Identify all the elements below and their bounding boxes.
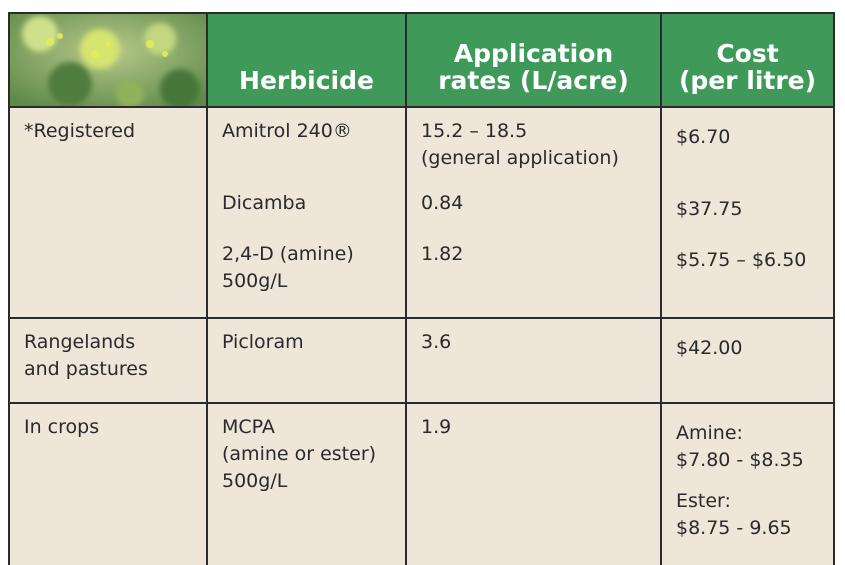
table-body: *Registered Amitrol 240® 15.2 – 18.5(gener…: [10, 108, 833, 565]
text-line: Ester:: [676, 488, 823, 515]
text-line: Application: [454, 40, 613, 67]
text-line: rates (L/acre): [438, 67, 629, 94]
text-line: (amine or ester): [222, 441, 395, 468]
text-line: $7.80 - $8.35: [676, 447, 823, 474]
cost-block: Ester:$8.75 - 9.65: [676, 488, 823, 542]
text-line: Picloram: [222, 329, 395, 356]
plant-photo: [10, 14, 206, 106]
cost-block: Amine:$7.80 - $8.35: [676, 420, 823, 474]
text-line: $37.75: [676, 196, 823, 223]
rate-cell: 1.82: [405, 231, 660, 317]
herbicide-cell: 2,4-D (amine)500g/L: [206, 231, 405, 317]
text-line: *Registered: [24, 118, 196, 145]
herbicide-cell: Dicamba: [206, 180, 405, 231]
text-line: 500g/L: [222, 468, 395, 495]
text-line: Amitrol 240®: [222, 118, 395, 145]
text-line: (general application): [421, 145, 650, 172]
cost-block: $37.75: [676, 196, 823, 223]
table-row: *Registered Amitrol 240® 15.2 – 18.5(gener…: [10, 108, 833, 319]
rate-cell: 15.2 – 18.5(general application): [405, 108, 660, 180]
cost-block: $6.70: [676, 124, 823, 151]
table-row: In crops MCPA(amine or ester)500g/L 1.9 Ami…: [10, 404, 833, 565]
text-line: $5.75 – $6.50: [676, 247, 823, 274]
text-line: Amine:: [676, 420, 823, 447]
rate-cell: 1.9: [405, 404, 660, 565]
cost-block: $5.75 – $6.50: [676, 247, 823, 274]
text-line: Herbicide: [239, 67, 374, 94]
text-line: 15.2 – 18.5: [421, 118, 650, 145]
text-line: 3.6: [421, 329, 650, 356]
cost-cell: Amine:$7.80 - $8.35 Ester:$8.75 - 9.65: [660, 404, 833, 565]
text-line: 500g/L: [222, 268, 395, 295]
header-cell: Cost(per litre): [660, 14, 833, 106]
category-cell: *Registered: [10, 108, 206, 317]
herbicide-cell: MCPA(amine or ester)500g/L: [206, 404, 405, 565]
text-line: and pastures: [24, 356, 196, 383]
page: HerbicideApplicationrates (L/acre)Cost(p…: [0, 0, 845, 565]
text-line: 1.9: [421, 414, 650, 441]
text-line: Rangelands: [24, 329, 196, 356]
text-line: $8.75 - 9.65: [676, 515, 823, 542]
text-line: 1.82: [421, 241, 650, 268]
text-line: $6.70: [676, 124, 823, 151]
header-image: [10, 14, 206, 106]
text-line: Cost: [716, 40, 778, 67]
text-line: Dicamba: [222, 190, 395, 217]
cost-cell: $42.00: [660, 319, 833, 402]
category-cell: In crops: [10, 404, 206, 565]
text-line: $42.00: [676, 335, 823, 362]
text-line: (per litre): [679, 67, 816, 94]
rate-cell: 0.84: [405, 180, 660, 231]
herbicide-cell: Picloram: [206, 319, 405, 402]
cost-cell: $37.75: [660, 180, 833, 231]
herbicide-cell: Amitrol 240®: [206, 108, 405, 180]
rate-cell: 3.6: [405, 319, 660, 402]
text-line: 0.84: [421, 190, 650, 217]
header-cell: Herbicide: [206, 14, 405, 106]
text-line: 2,4-D (amine): [222, 241, 395, 268]
cost-cell: $6.70: [660, 108, 833, 180]
cost-block: $42.00: [676, 335, 823, 362]
cost-cell: $5.75 – $6.50: [660, 231, 833, 317]
text-line: In crops: [24, 414, 196, 441]
text-line: MCPA: [222, 414, 395, 441]
